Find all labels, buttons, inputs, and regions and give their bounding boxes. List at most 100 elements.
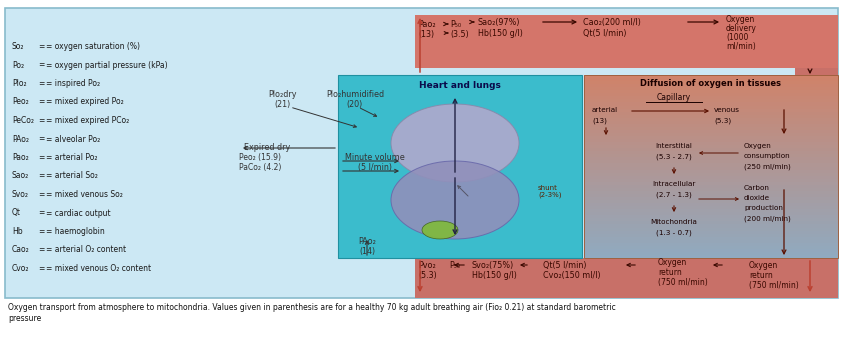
Text: = arterial Po₂: = arterial Po₂ bbox=[46, 153, 98, 162]
Bar bbox=[584, 124, 838, 127]
Bar bbox=[584, 157, 838, 161]
Bar bbox=[415, 258, 838, 298]
Text: PIo₂humidified: PIo₂humidified bbox=[326, 90, 384, 99]
Text: Svo₂(75%): Svo₂(75%) bbox=[472, 261, 514, 270]
Bar bbox=[584, 163, 838, 167]
Text: (14): (14) bbox=[359, 247, 375, 256]
Text: Cvo₂(150 ml/l): Cvo₂(150 ml/l) bbox=[543, 271, 600, 280]
Text: =: = bbox=[38, 42, 45, 51]
Bar bbox=[584, 109, 838, 112]
Bar bbox=[584, 99, 838, 103]
Text: Oxygen: Oxygen bbox=[749, 261, 778, 270]
Bar bbox=[584, 176, 838, 179]
Text: Heart and lungs: Heart and lungs bbox=[419, 81, 501, 90]
Text: =: = bbox=[38, 190, 45, 199]
Text: =: = bbox=[38, 171, 45, 180]
Bar bbox=[584, 218, 838, 222]
Text: delivery: delivery bbox=[726, 24, 757, 33]
Text: PAo₂: PAo₂ bbox=[12, 135, 29, 143]
Ellipse shape bbox=[391, 161, 519, 239]
Text: arterial: arterial bbox=[592, 107, 618, 113]
Bar bbox=[584, 96, 838, 100]
Bar bbox=[584, 185, 838, 189]
Bar bbox=[584, 151, 838, 155]
Bar bbox=[584, 209, 838, 213]
Bar bbox=[584, 182, 838, 185]
Bar bbox=[584, 179, 838, 182]
Bar bbox=[415, 15, 838, 68]
Bar bbox=[584, 170, 838, 173]
Text: = oxygen saturation (%): = oxygen saturation (%) bbox=[46, 42, 140, 51]
Text: Cvo₂: Cvo₂ bbox=[12, 264, 30, 273]
Text: Sao₂: Sao₂ bbox=[12, 171, 30, 180]
Bar bbox=[584, 255, 838, 258]
Bar bbox=[584, 136, 838, 140]
Bar bbox=[584, 75, 838, 258]
Text: Pvo₂: Pvo₂ bbox=[418, 261, 436, 270]
Text: Oxygen transport from atmosphere to mitochondria. Values given in parenthesis ar: Oxygen transport from atmosphere to mito… bbox=[8, 303, 615, 312]
Text: return: return bbox=[658, 268, 682, 277]
Text: venous: venous bbox=[714, 107, 740, 113]
Text: dioxide: dioxide bbox=[744, 195, 771, 201]
Text: Hb(150 g/l): Hb(150 g/l) bbox=[478, 29, 523, 38]
Bar bbox=[584, 160, 838, 164]
Bar bbox=[584, 249, 838, 252]
Text: = cardiac output: = cardiac output bbox=[46, 208, 110, 218]
Bar bbox=[584, 215, 838, 219]
Bar bbox=[584, 87, 838, 91]
Text: (250 ml/min): (250 ml/min) bbox=[744, 163, 791, 169]
Text: P₅₀: P₅₀ bbox=[450, 20, 461, 29]
Bar bbox=[584, 234, 838, 237]
Text: Po₂: Po₂ bbox=[12, 60, 24, 70]
Text: (20): (20) bbox=[346, 100, 363, 109]
Text: (5.3): (5.3) bbox=[418, 271, 437, 280]
Bar bbox=[584, 90, 838, 94]
Text: return: return bbox=[749, 271, 773, 280]
Text: =: = bbox=[38, 116, 45, 125]
Text: PeCo₂: PeCo₂ bbox=[12, 116, 34, 125]
Bar bbox=[584, 142, 838, 146]
Text: (13): (13) bbox=[592, 117, 607, 124]
Bar bbox=[584, 103, 838, 106]
Bar bbox=[584, 212, 838, 216]
Bar bbox=[584, 200, 838, 204]
Text: Carbon: Carbon bbox=[744, 185, 770, 191]
Text: Expired dry: Expired dry bbox=[244, 143, 290, 152]
Text: So₂: So₂ bbox=[12, 42, 24, 51]
Text: Cao₂: Cao₂ bbox=[12, 246, 30, 255]
Text: = mixed venous So₂: = mixed venous So₂ bbox=[46, 190, 123, 199]
Bar bbox=[584, 105, 838, 109]
Bar bbox=[338, 75, 582, 258]
Text: (750 ml/min): (750 ml/min) bbox=[658, 278, 708, 287]
Text: Sao₂(97%): Sao₂(97%) bbox=[478, 18, 520, 27]
Text: Oxygen: Oxygen bbox=[744, 143, 771, 149]
Text: (200 ml/min): (200 ml/min) bbox=[744, 215, 791, 222]
Text: shunt
(2-3%): shunt (2-3%) bbox=[538, 185, 561, 198]
Text: (3.5): (3.5) bbox=[450, 30, 469, 39]
Text: PIo₂dry: PIo₂dry bbox=[269, 90, 298, 99]
Text: Qt: Qt bbox=[12, 208, 21, 218]
Text: production: production bbox=[744, 205, 783, 211]
Bar bbox=[415, 15, 838, 68]
Bar bbox=[584, 75, 838, 78]
Bar bbox=[584, 194, 838, 197]
Bar bbox=[584, 81, 838, 84]
Text: =: = bbox=[38, 264, 45, 273]
Bar bbox=[584, 197, 838, 201]
Text: =: = bbox=[38, 98, 45, 106]
Text: Hb(150 g/l): Hb(150 g/l) bbox=[472, 271, 517, 280]
Bar bbox=[584, 203, 838, 207]
Text: (2.7 - 1.3): (2.7 - 1.3) bbox=[656, 191, 692, 197]
Text: ml/min): ml/min) bbox=[726, 42, 756, 51]
Bar bbox=[584, 206, 838, 210]
Text: = arterial So₂: = arterial So₂ bbox=[46, 171, 98, 180]
Ellipse shape bbox=[391, 104, 519, 182]
Text: pressure: pressure bbox=[8, 314, 41, 323]
Bar bbox=[584, 252, 838, 256]
Bar bbox=[584, 243, 838, 246]
Text: consumption: consumption bbox=[744, 153, 791, 159]
Bar bbox=[584, 166, 838, 170]
Bar bbox=[5, 8, 838, 298]
Text: =: = bbox=[38, 153, 45, 162]
Text: PaCo₂ (4.2): PaCo₂ (4.2) bbox=[239, 163, 282, 172]
